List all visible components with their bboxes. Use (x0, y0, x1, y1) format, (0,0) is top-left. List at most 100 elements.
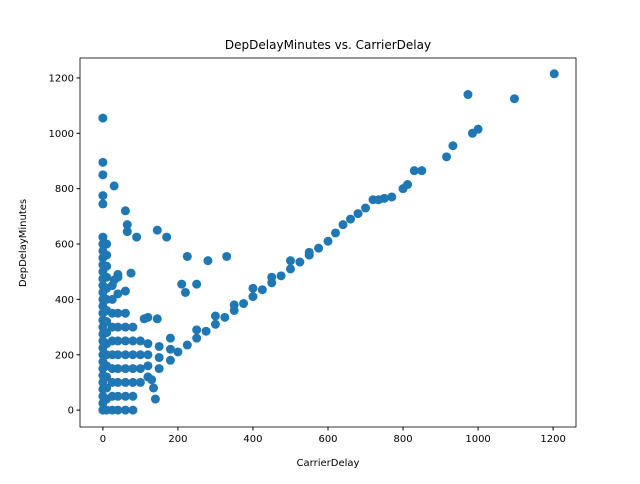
point (98, 113, 108, 123)
point (314, 243, 324, 253)
point (122, 227, 132, 237)
point (98, 157, 108, 167)
point (143, 361, 153, 371)
point (98, 191, 108, 201)
point (154, 353, 164, 363)
point (165, 344, 175, 354)
x-tick-label: 200 (168, 434, 187, 445)
point (257, 285, 267, 295)
point (128, 350, 138, 360)
point (102, 250, 112, 260)
point (120, 391, 130, 401)
point (549, 69, 559, 79)
point (210, 319, 220, 329)
point (239, 299, 249, 309)
point (132, 232, 142, 242)
point (353, 209, 363, 219)
x-tick-label: 800 (393, 434, 412, 445)
point (135, 364, 145, 374)
point (222, 251, 232, 261)
point (128, 391, 138, 401)
point (192, 333, 202, 343)
point (135, 336, 145, 346)
point (128, 322, 138, 332)
point (102, 239, 112, 249)
point (154, 341, 164, 351)
point (192, 325, 202, 335)
point (113, 350, 123, 360)
point (113, 322, 123, 332)
point (276, 271, 286, 281)
point (165, 355, 175, 365)
point (285, 256, 295, 266)
point (467, 128, 477, 138)
point (150, 394, 160, 404)
point (147, 375, 157, 385)
point (285, 264, 295, 274)
x-tick-label: 1200 (540, 434, 565, 445)
point (102, 317, 112, 327)
y-tick-label: 0 (68, 406, 74, 417)
point (173, 347, 183, 357)
point (120, 206, 130, 216)
point (109, 275, 119, 285)
point (149, 383, 159, 393)
point (122, 220, 132, 230)
point (102, 272, 112, 282)
x-tick-label: 400 (243, 434, 262, 445)
point (192, 279, 202, 289)
point (210, 311, 220, 321)
point (182, 340, 192, 350)
point (304, 247, 314, 257)
point (338, 220, 348, 230)
point (102, 383, 112, 393)
point (120, 308, 130, 318)
point (98, 199, 108, 209)
point (113, 391, 123, 401)
point (135, 350, 145, 360)
point (165, 333, 175, 343)
point (248, 292, 258, 302)
point (203, 256, 213, 266)
point (120, 336, 130, 346)
point (98, 232, 108, 242)
point (98, 170, 108, 180)
point (120, 286, 130, 296)
point (442, 152, 452, 162)
point (152, 225, 162, 235)
x-axis-label: CarrierDelay (297, 458, 360, 469)
point (128, 336, 138, 346)
point (201, 326, 211, 336)
point (398, 184, 408, 194)
point (102, 372, 112, 382)
point (177, 279, 187, 289)
point (509, 94, 519, 104)
point (323, 236, 333, 246)
point (113, 289, 123, 299)
point (128, 377, 138, 387)
y-tick-label: 1000 (49, 129, 74, 140)
point (361, 203, 371, 213)
point (152, 314, 162, 324)
point (120, 377, 130, 387)
point (113, 364, 123, 374)
point (102, 261, 112, 271)
point (107, 294, 117, 304)
point (113, 336, 123, 346)
point (417, 166, 427, 176)
y-tick-label: 200 (55, 350, 74, 361)
point (143, 350, 153, 360)
point (154, 364, 164, 374)
point (295, 257, 305, 267)
point (120, 322, 130, 332)
point (267, 272, 277, 282)
point (135, 377, 145, 387)
point (102, 328, 112, 338)
point (128, 405, 138, 415)
x-tick-label: 600 (318, 434, 337, 445)
chart-title: DepDelayMinutes vs. CarrierDelay (225, 38, 431, 52)
point (409, 166, 419, 176)
y-axis-label: DepDelayMinutes (18, 199, 29, 287)
x-tick-label: 0 (100, 434, 106, 445)
